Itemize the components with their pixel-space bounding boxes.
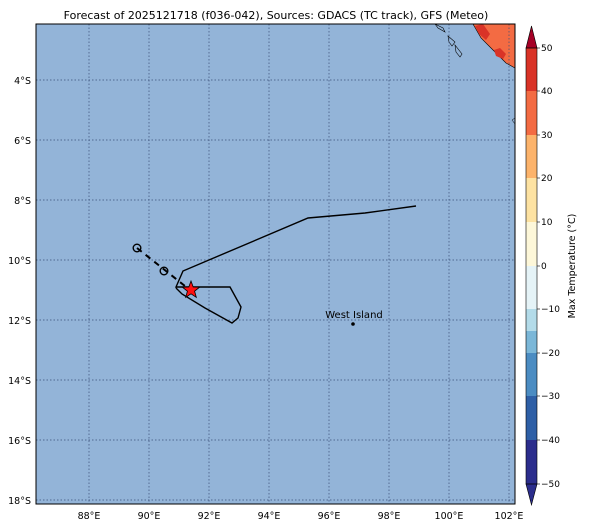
colorbar-tick-label: 30 bbox=[541, 131, 553, 141]
colorbar-segment bbox=[526, 396, 537, 440]
colorbar-segment bbox=[526, 266, 537, 309]
colorbar-tick-label: 20 bbox=[541, 174, 553, 184]
colorbar-tick-label: 50 bbox=[541, 44, 553, 54]
colorbar-label: Max Temperature (°C) bbox=[567, 214, 578, 319]
map-frame bbox=[35, 23, 516, 505]
past-position-marker bbox=[159, 266, 169, 276]
lat-label: 14°S bbox=[8, 376, 31, 387]
colorbar-segment bbox=[526, 222, 537, 266]
colorbar-tick-label: −50 bbox=[541, 480, 560, 490]
colorbar-tick-label: 10 bbox=[541, 218, 553, 228]
west-island-dot bbox=[351, 322, 355, 326]
lon-label: 96°E bbox=[318, 511, 341, 522]
lon-label: 100°E bbox=[435, 511, 464, 522]
lon-label: 92°E bbox=[198, 511, 221, 522]
lat-label: 10°S bbox=[8, 256, 31, 267]
land-area-top-right bbox=[434, 23, 516, 125]
colorbar-tick-label: −40 bbox=[541, 436, 560, 446]
colorbar-tick-label: −30 bbox=[541, 392, 560, 402]
colorbar: 50 40 30 20 10 0 −10 −20 −30 −40 −50 Max… bbox=[525, 25, 578, 507]
colorbar-segment bbox=[526, 353, 537, 396]
colorbar-segments bbox=[526, 48, 537, 484]
lat-label: 6°S bbox=[14, 136, 31, 147]
lat-label: 16°S bbox=[8, 436, 31, 447]
lat-label: 4°S bbox=[14, 76, 31, 87]
past-position-marker bbox=[132, 243, 142, 253]
colorbar-max-extension bbox=[525, 25, 538, 49]
lon-label: 90°E bbox=[138, 511, 161, 522]
colorbar-segment bbox=[526, 440, 537, 484]
colorbar-ticks bbox=[537, 47, 540, 485]
forecast-uncertainty-outline bbox=[174, 205, 417, 324]
colorbar-tick-label: 40 bbox=[541, 87, 553, 97]
figure-title: Forecast of 2025121718 (f036-042), Sourc… bbox=[64, 9, 489, 22]
colorbar-segment bbox=[526, 331, 537, 353]
colorbar-segment bbox=[526, 309, 537, 331]
lon-label: 98°E bbox=[378, 511, 401, 522]
gridlines bbox=[36, 24, 515, 504]
colorbar-tick-label: 0 bbox=[541, 262, 547, 272]
lat-label: 8°S bbox=[14, 196, 31, 207]
lon-label: 88°E bbox=[78, 511, 101, 522]
colorbar-tick-labels: 50 40 30 20 10 0 −10 −20 −30 −40 −50 bbox=[541, 44, 560, 490]
past-track-line bbox=[136, 247, 191, 291]
west-island-label: West Island bbox=[325, 310, 383, 321]
lat-label: 18°S bbox=[8, 496, 31, 507]
map-panel: West Island bbox=[35, 23, 516, 505]
ocean-background bbox=[36, 24, 515, 504]
colorbar-tick-label: −10 bbox=[541, 305, 560, 315]
lat-label: 12°S bbox=[8, 316, 31, 327]
colorbar-tick-label: −20 bbox=[541, 349, 560, 359]
colorbar-segment bbox=[526, 178, 537, 222]
colorbar-min-extension bbox=[525, 483, 538, 507]
tc-track bbox=[132, 205, 417, 324]
lon-label: 102°E bbox=[495, 511, 524, 522]
lon-label: 94°E bbox=[258, 511, 281, 522]
colorbar-segment bbox=[526, 48, 537, 91]
colorbar-segment bbox=[526, 91, 537, 135]
longitude-labels: 88°E 90°E 92°E 94°E 96°E 98°E 100°E 102°… bbox=[78, 511, 524, 522]
colorbar-segment bbox=[526, 135, 537, 178]
latitude-labels: 4°S 6°S 8°S 10°S 12°S 14°S 16°S 18°S bbox=[8, 76, 31, 507]
current-position-star-icon bbox=[181, 279, 201, 299]
